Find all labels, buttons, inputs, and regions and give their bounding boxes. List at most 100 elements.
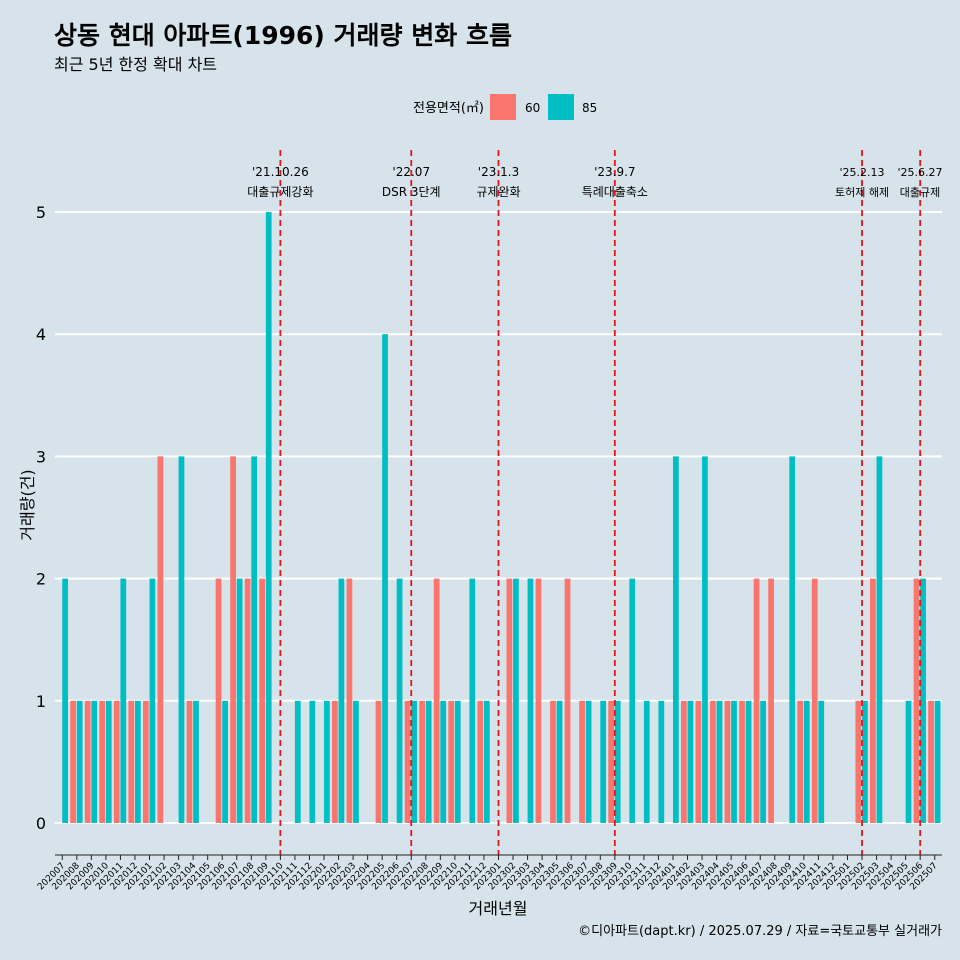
bar-60-202106	[215, 578, 222, 823]
bar-85-202205	[382, 334, 388, 823]
chart-title: 상동 현대 아파트(1996) 거래량 변화 흐름	[54, 21, 512, 50]
bar-85-202007	[62, 578, 69, 823]
bar-85-202101	[149, 578, 156, 823]
bar-85-202406	[745, 700, 752, 823]
bar-60-202307	[579, 700, 585, 823]
bar-60-202302	[506, 578, 513, 823]
bar-60-202305	[550, 700, 556, 823]
bar-85-202108	[251, 456, 258, 823]
event-date: '23.9.7	[594, 165, 635, 179]
bar-85-202407	[760, 700, 766, 823]
bar-85-202311	[643, 700, 650, 823]
bar-60-202012	[128, 700, 135, 823]
legend-swatch-85	[548, 94, 574, 120]
legend-swatch-60	[490, 94, 516, 120]
bar-85-202410	[803, 700, 810, 823]
bar-85-202402	[687, 700, 694, 823]
bar-60-202506	[913, 578, 920, 823]
bar-85-202201	[324, 700, 330, 823]
bar-85-202206	[396, 578, 403, 823]
bar-60-202209	[433, 578, 440, 823]
bar-60-202502	[855, 700, 862, 823]
event-label: 대출규제	[900, 186, 940, 199]
bar-60-202207	[404, 700, 411, 823]
bar-60-202406	[739, 700, 745, 823]
bar-60-202405	[724, 700, 731, 823]
bar-85-202111	[294, 700, 301, 823]
event-label: 규제완화	[476, 185, 520, 199]
bar-85-202107	[236, 578, 243, 823]
bar-60-202404	[710, 700, 716, 823]
bar-85-202011	[120, 578, 127, 823]
y-tick-label: 3	[36, 447, 46, 466]
legend: 전용면적(㎡) 60 85	[413, 94, 597, 120]
bar-85-202112	[309, 700, 316, 823]
bar-60-202212	[477, 700, 484, 823]
bar-60-202407	[753, 578, 760, 823]
event-date: '22.07	[392, 165, 430, 179]
bar-60-202402	[680, 700, 687, 823]
bar-85-202109	[265, 212, 272, 823]
bar-85-202210	[454, 700, 461, 823]
bar-85-202208	[425, 700, 432, 823]
bar-60-202205	[375, 700, 382, 823]
bar-85-202507	[934, 700, 941, 823]
event-label: 토허제 해제	[835, 185, 889, 199]
bar-60-202102	[157, 456, 164, 823]
bar-85-202211	[469, 578, 476, 823]
bar-85-202209	[440, 700, 447, 823]
bar-60-202410	[797, 700, 804, 823]
bar-60-202101	[142, 700, 149, 823]
bar-60-202210	[448, 700, 455, 823]
event-date: '25.6.27	[897, 166, 942, 179]
bar-60-202503	[870, 578, 876, 823]
bar-60-202008	[70, 700, 77, 823]
chart-subtitle: 최근 5년 한정 확대 차트	[54, 55, 217, 74]
x-axis-title: 거래년월	[469, 899, 528, 918]
bar-60-202202	[332, 700, 338, 823]
bar-85-202411	[818, 700, 825, 823]
bar-60-202304	[535, 578, 542, 823]
bar-60-202108	[244, 578, 251, 823]
bar-85-202302	[513, 578, 519, 823]
bar-85-202303	[527, 578, 534, 823]
bar-85-202310	[629, 578, 636, 823]
bar-60-202203	[346, 578, 353, 823]
legend-title: 전용면적(㎡)	[413, 101, 484, 116]
bar-85-202212	[483, 700, 490, 823]
bar-85-202202	[338, 578, 345, 823]
bar-layer	[62, 212, 941, 823]
bar-85-202502	[862, 700, 868, 823]
bar-85-202009	[91, 700, 98, 823]
caption: ©디아파트(dapt.kr) / 2025.07.29 / 자료=국토교통부 실…	[578, 924, 942, 939]
bar-85-202104	[193, 700, 199, 823]
y-tick-label: 5	[36, 203, 46, 222]
bar-85-202312	[658, 700, 665, 823]
bar-60-202408	[768, 578, 774, 823]
y-tick-label: 4	[36, 325, 46, 344]
bar-60-202109	[259, 578, 266, 823]
bar-85-202103	[178, 456, 185, 823]
bar-85-202305	[556, 700, 563, 823]
bar-60-202411	[811, 578, 818, 823]
bar-85-202506	[920, 578, 926, 823]
bar-85-202307	[585, 700, 592, 823]
event-date: '23.1.3	[478, 165, 519, 179]
bar-85-202503	[876, 456, 883, 823]
bar-60-202507	[928, 700, 934, 823]
event-date: '21.10.26	[252, 165, 309, 179]
bar-60-202309	[608, 700, 615, 823]
bar-60-202403	[695, 700, 702, 823]
event-label: 대출규제강화	[247, 185, 313, 199]
bar-85-202409	[789, 456, 796, 823]
bar-85-202309	[614, 700, 621, 823]
bar-60-202104	[186, 700, 193, 823]
event-label: 특례대출축소	[582, 185, 648, 199]
y-tick-label: 1	[36, 692, 46, 711]
bar-85-202404	[716, 700, 723, 823]
event-date: '25.2.13	[840, 166, 885, 179]
bar-85-202403	[702, 456, 708, 823]
bar-60-202306	[564, 578, 571, 823]
